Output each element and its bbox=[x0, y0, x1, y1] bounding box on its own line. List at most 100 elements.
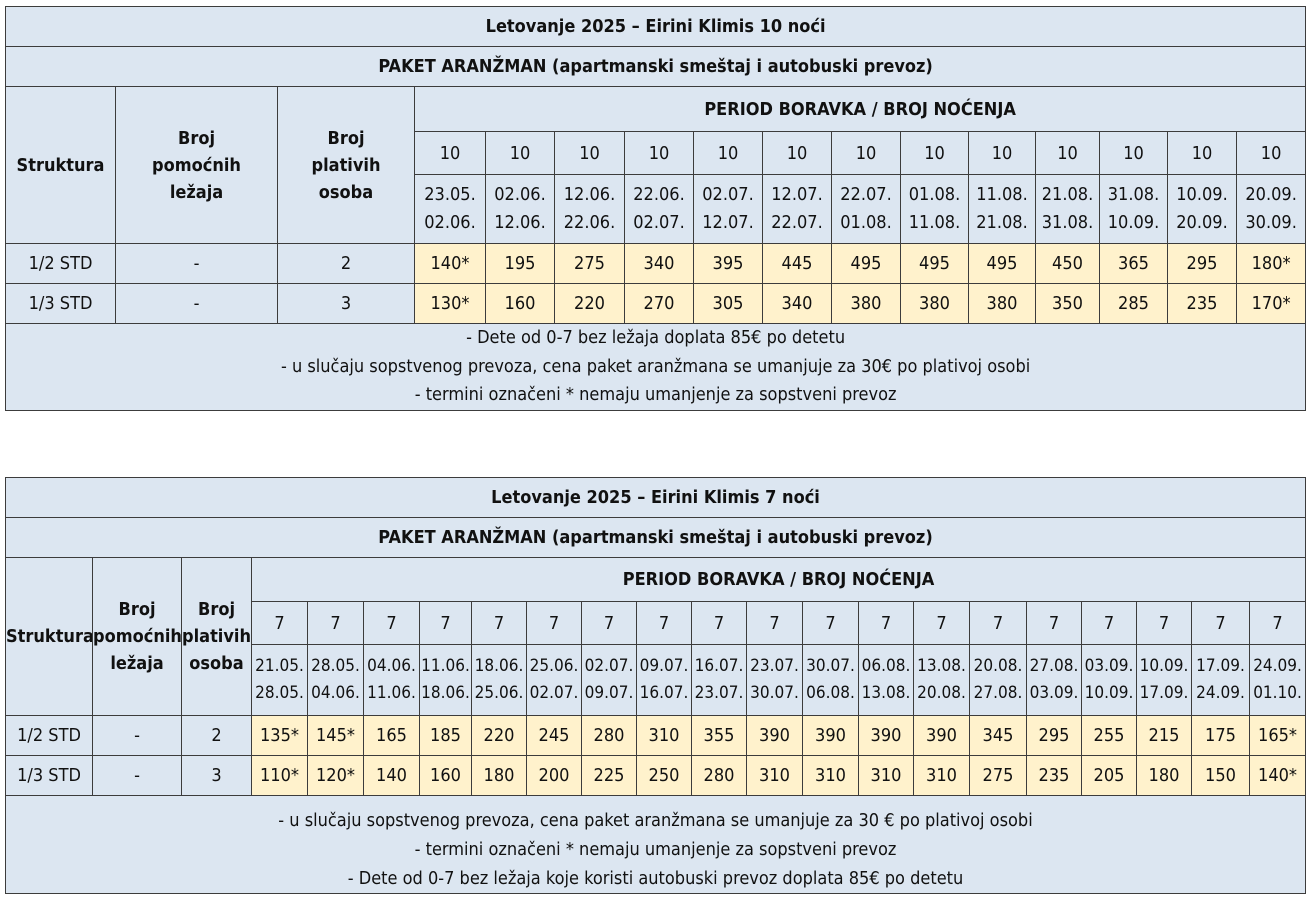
nights-cell: 7 bbox=[913, 601, 970, 645]
table-row: 1/2 STD -2 135* 145* 165 185 220 245 280 310 355 39… bbox=[5, 715, 1307, 756]
price-cell: 310 bbox=[913, 755, 970, 796]
price-cell: 150 bbox=[1191, 755, 1250, 796]
date-from: 22.07. bbox=[840, 184, 892, 205]
date-from: 25.06. bbox=[529, 656, 579, 676]
date-range-cell: 17.09. 24.09. bbox=[1191, 644, 1250, 716]
price-cell: 310 bbox=[636, 715, 692, 756]
price-cell: 310 bbox=[858, 755, 914, 796]
date-to: 06.08. bbox=[806, 683, 855, 703]
price-cell: 395 bbox=[693, 243, 763, 284]
plativ-cell: 2 bbox=[277, 243, 415, 284]
price-cell: 180 bbox=[1136, 755, 1192, 796]
dates-row: 21.05. 28.05. 28.05. 04.06. 04.06. 11.06. 11.0… bbox=[6, 644, 1307, 716]
date-range-cell: 03.09. 10.09. bbox=[1081, 644, 1137, 716]
note-line: - Dete od 0-7 bez ležaja doplata 85€ po … bbox=[466, 327, 846, 349]
price-cell: 130* bbox=[414, 283, 486, 324]
table-subtitle: PAKET ARANŽMAN (apartmanski smeštaj i au… bbox=[4, 46, 1307, 87]
date-range-cell: 23.07. 30.07. bbox=[746, 644, 803, 716]
price-cell: 390 bbox=[802, 715, 859, 756]
date-from: 28.05. bbox=[311, 656, 360, 676]
price-cell: 295 bbox=[1026, 715, 1082, 756]
price-cell: 185 bbox=[419, 715, 472, 756]
date-range-cell: 06.08. 13.08. bbox=[858, 644, 914, 716]
table-title: Letovanje 2025 – Eirini Klimis 10 noći bbox=[4, 6, 1307, 47]
nights-cell: 7 bbox=[636, 601, 692, 645]
price-cell: 495 bbox=[831, 243, 901, 284]
date-range-cell: 16.07. 23.07. bbox=[691, 644, 747, 716]
date-from: 22.06. bbox=[633, 184, 685, 205]
price-cell: 140 bbox=[363, 755, 420, 796]
note-line: - u slučaju sopstvenog prevoza, cena pak… bbox=[278, 810, 1033, 831]
date-to: 11.06. bbox=[367, 683, 416, 703]
price-table-7-nights: Letovanje 2025 – Eirini Klimis 7 noći PA… bbox=[4, 477, 1307, 894]
price-cell: 120* bbox=[307, 755, 364, 796]
price-cell: 205 bbox=[1081, 755, 1137, 796]
date-range-cell: 02.07. 12.07. bbox=[693, 174, 763, 244]
date-to: 20.09. bbox=[1176, 212, 1228, 233]
date-to: 23.07. bbox=[694, 683, 744, 703]
price-cell: 445 bbox=[762, 243, 832, 284]
price-cell: 495 bbox=[968, 243, 1036, 284]
pomocni-cell: - bbox=[92, 715, 182, 756]
date-to: 28.05. bbox=[255, 683, 304, 703]
nights-cell: 7 bbox=[526, 601, 582, 645]
date-from: 01.08. bbox=[908, 184, 961, 205]
nights-cell: 7 bbox=[307, 601, 364, 645]
note-line: - u slučaju sopstvenog prevoza, cena pak… bbox=[280, 355, 1031, 377]
price-cell: 170* bbox=[1235, 283, 1307, 324]
price-cell: 215 bbox=[1136, 715, 1192, 756]
date-range-cell: 31.08. 10.09. bbox=[1099, 174, 1168, 244]
date-from: 02.06. bbox=[494, 184, 546, 205]
date-range-cell: 11.06. 18.06. bbox=[419, 644, 472, 716]
date-to: 09.07. bbox=[584, 683, 634, 703]
nights-cell: 10 bbox=[900, 131, 969, 175]
note-line: - termini označeni * nemaju umanjenje za… bbox=[414, 384, 897, 406]
price-cell: 280 bbox=[691, 755, 747, 796]
table-row: 1/2 STD -2 140* 195 275 340 395 445 495 495 495 450… bbox=[5, 243, 1307, 284]
price-cell: 285 bbox=[1099, 283, 1168, 324]
date-from: 20.09. bbox=[1245, 184, 1297, 205]
date-to: 04.06. bbox=[311, 683, 360, 703]
date-range-cell: 27.08. 03.09. bbox=[1026, 644, 1082, 716]
price-cell: 340 bbox=[624, 243, 694, 284]
price-cell: 365 bbox=[1099, 243, 1168, 284]
price-cell: 270 bbox=[624, 283, 694, 324]
price-cell: 165* bbox=[1248, 715, 1307, 756]
price-cell: 305 bbox=[693, 283, 763, 324]
price-cell: 200 bbox=[526, 755, 582, 796]
date-range-cell: 28.05. 04.06. bbox=[307, 644, 364, 716]
nights-cell: 10 bbox=[693, 131, 763, 175]
date-range-cell: 02.06. 12.06. bbox=[485, 174, 555, 244]
date-from: 13.08. bbox=[917, 656, 966, 676]
price-cell: 235 bbox=[1167, 283, 1237, 324]
price-cell: 160 bbox=[485, 283, 555, 324]
price-cell: 355 bbox=[691, 715, 747, 756]
date-to: 17.09. bbox=[1139, 683, 1189, 703]
date-to: 01.08. bbox=[840, 212, 892, 233]
price-cell: 275 bbox=[554, 243, 625, 284]
nights-cell: 7 bbox=[969, 601, 1027, 645]
nights-cell: 7 bbox=[1191, 601, 1250, 645]
date-range-cell: 30.07. 06.08. bbox=[802, 644, 859, 716]
date-to: 10.09. bbox=[1084, 683, 1134, 703]
price-cell: 245 bbox=[526, 715, 582, 756]
date-to: 02.07. bbox=[529, 683, 579, 703]
price-cell: 345 bbox=[969, 715, 1027, 756]
price-cell: 350 bbox=[1035, 283, 1100, 324]
price-cell: 140* bbox=[1248, 755, 1307, 796]
date-from: 11.08. bbox=[976, 184, 1028, 205]
date-from: 21.05. bbox=[255, 656, 304, 676]
nights-cell: 10 bbox=[1035, 131, 1100, 175]
nights-cell: 7 bbox=[581, 601, 637, 645]
price-cell: 450 bbox=[1035, 243, 1100, 284]
pomocni-cell: - bbox=[115, 243, 278, 284]
nights-cell: 7 bbox=[691, 601, 747, 645]
price-cell: 390 bbox=[746, 715, 803, 756]
date-range-cell: 12.07. 22.07. bbox=[762, 174, 832, 244]
date-to: 02.07. bbox=[633, 212, 685, 233]
price-cell: 160 bbox=[419, 755, 472, 796]
nights-cell: 7 bbox=[419, 601, 472, 645]
date-to: 13.08. bbox=[861, 683, 911, 703]
column-header-plativ: Broj plativih osoba bbox=[277, 86, 415, 244]
date-to: 30.07. bbox=[750, 683, 799, 703]
